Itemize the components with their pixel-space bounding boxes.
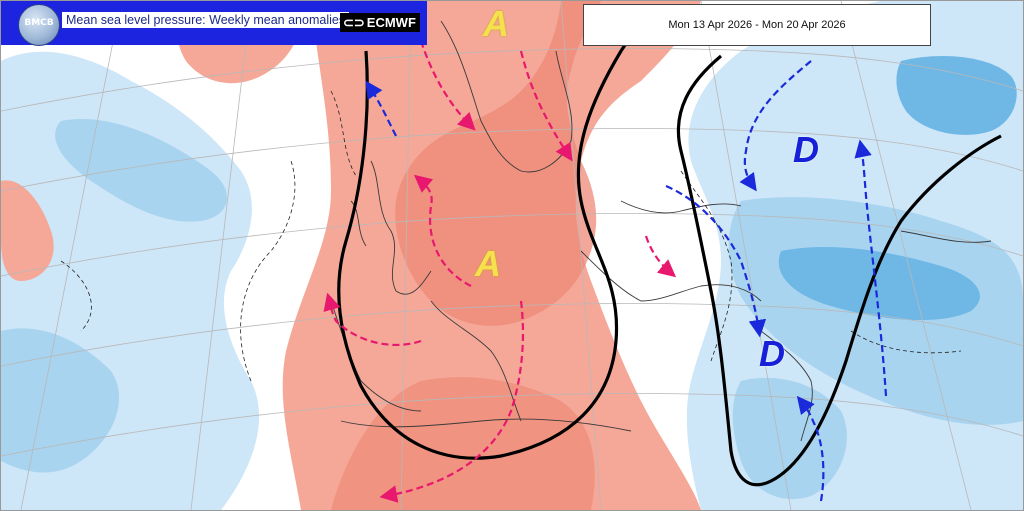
header-bar: BMCB Mean sea level pressure: Weekly mea… [1, 1, 427, 46]
flow-arrow-pink-4 [323, 292, 422, 346]
bmcb-logo: BMCB [18, 4, 60, 46]
positive-anomaly-strong [361, 1, 601, 326]
flow-arrow-pink-1 [419, 40, 476, 131]
brand-text: ECMWF [366, 15, 416, 30]
flow-arrow-blue-2 [739, 60, 812, 192]
low-label-southeast: D [759, 333, 785, 374]
anomaly-contours [60, 90, 962, 382]
ridge-line-west [337, 9, 653, 460]
flow-arrow-pink-2 [519, 50, 573, 162]
ecmwf-brand: ⊂⊃ ECMWF [340, 13, 420, 32]
flow-arrow-blue-3 [665, 184, 767, 338]
low-label-northeast: D [793, 129, 819, 170]
flow-arrow-pink-5 [379, 300, 525, 503]
high-label-central: A [475, 243, 501, 284]
flow-arrow-pink-6 [644, 235, 677, 278]
high-flow-arrows [323, 40, 677, 503]
flow-arrow-blue-4 [854, 139, 888, 397]
ecmwf-logo-icon: ⊂⊃ [343, 14, 365, 30]
low-flow-arrows [365, 60, 888, 502]
map-title: Mean sea level pressure: Weekly mean ano… [62, 12, 350, 28]
coastlines [330, 20, 992, 442]
trough-line-central [676, 54, 1002, 487]
logo-text: BMCB [24, 18, 54, 28]
negative-anomaly-west-mid [55, 119, 228, 222]
flow-arrow-pink-3 [413, 174, 472, 287]
trough-ridge-lines [337, 9, 1002, 487]
high-label-north: A [483, 3, 509, 44]
flow-arrow-blue-5 [796, 395, 825, 502]
flow-arrow-blue-1 [365, 80, 397, 137]
date-range: Mon 13 Apr 2026 - Mon 20 Apr 2026 [583, 4, 931, 46]
negative-anomaly-east-strong [778, 246, 980, 321]
